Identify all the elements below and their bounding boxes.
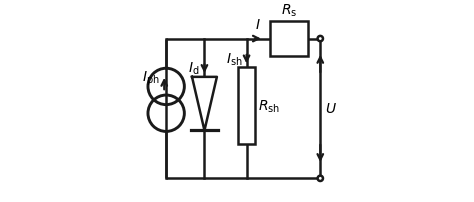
Text: $R_{\rm s}$: $R_{\rm s}$ <box>281 2 297 18</box>
Polygon shape <box>192 78 217 131</box>
Text: $U$: $U$ <box>325 102 337 116</box>
Text: $I$: $I$ <box>255 18 261 32</box>
Bar <box>270 22 308 57</box>
Text: $R_{\rm sh}$: $R_{\rm sh}$ <box>257 98 280 114</box>
Text: $I_{\rm ph}$: $I_{\rm ph}$ <box>142 69 159 87</box>
Text: $I_{\rm sh}$: $I_{\rm sh}$ <box>226 51 243 67</box>
Bar <box>238 68 255 144</box>
Circle shape <box>318 176 323 181</box>
Circle shape <box>318 37 323 42</box>
Text: $I_{\rm d}$: $I_{\rm d}$ <box>188 61 200 77</box>
